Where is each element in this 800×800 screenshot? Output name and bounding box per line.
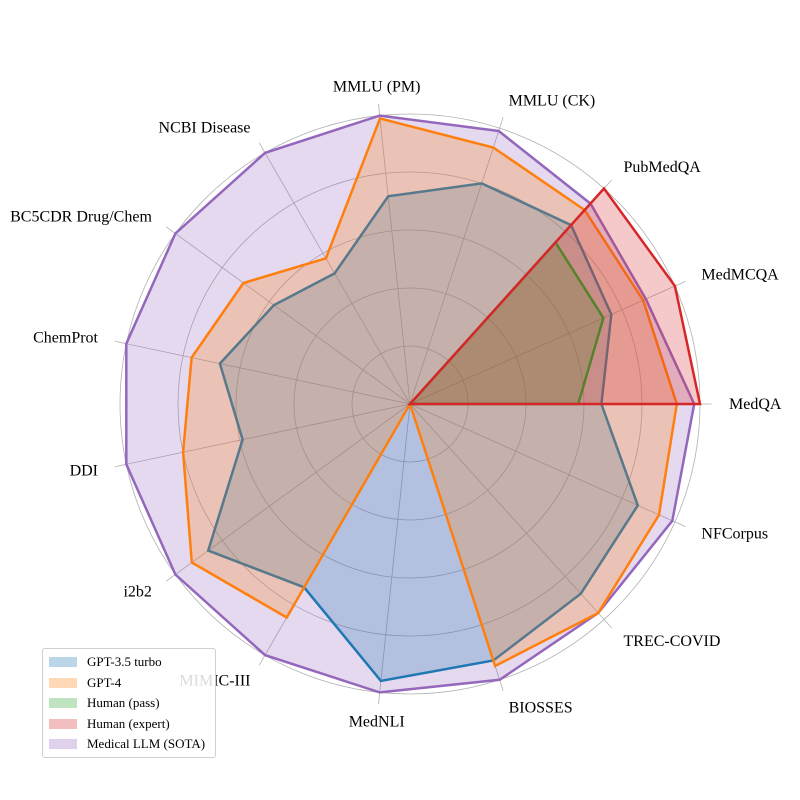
axis-label: ChemProt bbox=[33, 330, 98, 347]
axis-label: MMLU (PM) bbox=[333, 79, 421, 96]
legend-item: GPT-3.5 turbo bbox=[49, 652, 209, 673]
axis-spoke bbox=[165, 226, 411, 405]
axis-spoke bbox=[409, 280, 686, 405]
axis-spoke bbox=[378, 403, 411, 704]
legend-swatch bbox=[49, 657, 77, 668]
axis-label: MedMCQA bbox=[701, 266, 779, 283]
radar-series bbox=[125, 114, 702, 694]
legend-label: GPT-3.5 turbo bbox=[87, 654, 162, 670]
legend-item: GPT-4 bbox=[49, 673, 209, 694]
legend-item: Human (pass) bbox=[49, 693, 209, 714]
axis-label: PubMedQA bbox=[624, 159, 702, 176]
legend-swatch bbox=[49, 698, 77, 709]
axis-label: NCBI Disease bbox=[159, 120, 251, 137]
legend-label: GPT-4 bbox=[87, 674, 122, 690]
axis-spoke bbox=[114, 340, 411, 405]
legend-swatch bbox=[49, 677, 77, 688]
legend-label: Medical LLM (SOTA) bbox=[87, 736, 206, 752]
axis-spoke bbox=[378, 104, 411, 405]
legend-item: Human (expert) bbox=[49, 714, 209, 735]
axis-spoke bbox=[409, 403, 613, 629]
series-human-expert bbox=[407, 186, 702, 406]
legend-label: Human (pass) bbox=[87, 695, 160, 711]
legend-swatch bbox=[49, 739, 77, 750]
axis-label: TREC-COVID bbox=[624, 633, 721, 650]
axis-label: BIOSSES bbox=[509, 699, 573, 716]
series-gpt-4 bbox=[181, 117, 679, 668]
legend-item: Medical LLM (SOTA) bbox=[49, 734, 209, 755]
axis-spoke bbox=[114, 403, 411, 468]
axis-label: i2b2 bbox=[123, 584, 151, 601]
axis-label: DDI bbox=[70, 462, 98, 479]
axis-label: MMLU (CK) bbox=[509, 93, 596, 110]
axis-label: MedNLI bbox=[349, 713, 405, 730]
axis-label: NFCorpus bbox=[701, 526, 768, 543]
axis-label: BC5CDR Drug/Chem bbox=[10, 209, 152, 226]
axis-spoke bbox=[409, 403, 686, 528]
axis-spoke bbox=[409, 117, 504, 405]
legend-label: Human (expert) bbox=[87, 715, 170, 731]
axis-spoke bbox=[165, 403, 411, 582]
axis-label: MedQA bbox=[729, 396, 782, 413]
axis-labels: MedQA MedMCQA PubMedQA MMLU (CK) MMLU (PM) NC… bbox=[10, 79, 782, 731]
legend-swatch bbox=[49, 718, 77, 729]
chart-legend: GPT-3.5 turbo GPT-4 Human (pass) Human (exp… bbox=[42, 648, 216, 758]
series-gpt-3-5-turbo bbox=[206, 182, 640, 683]
